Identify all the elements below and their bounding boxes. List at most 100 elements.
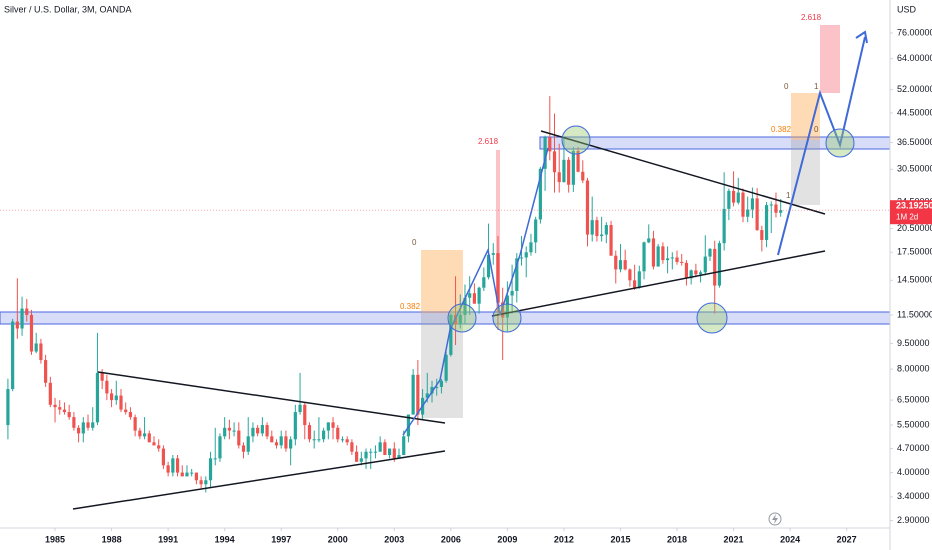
candle-body [208, 458, 213, 481]
candle-body [491, 253, 495, 255]
candle-body [515, 258, 519, 291]
candle-body [449, 314, 453, 355]
candle-body [11, 321, 15, 390]
arrow-head [855, 30, 868, 44]
x-tick-label: 2003 [384, 534, 404, 544]
candle-body [34, 343, 38, 352]
y-tick-label: 64.00000 [897, 53, 932, 63]
candle-body [171, 458, 175, 473]
fib-box [421, 250, 463, 313]
candle-body [764, 205, 769, 240]
candle-body [387, 448, 392, 456]
candle-body [265, 425, 269, 437]
candle-body [355, 451, 359, 462]
x-tick-label: 2012 [554, 534, 574, 544]
candle-body [717, 243, 722, 286]
y-tick-label: 4.70000 [897, 443, 930, 453]
candle-body [6, 389, 10, 426]
candle-body [595, 220, 599, 237]
candle-body [190, 472, 194, 474]
candle-body [576, 150, 580, 172]
x-tick-label: 2021 [724, 534, 744, 544]
candle-body [430, 386, 434, 394]
candle-body [482, 277, 486, 288]
candle-body [642, 242, 646, 272]
candle-body [241, 445, 246, 452]
candle-body [95, 372, 100, 423]
fib-label: 1 [814, 82, 819, 91]
candle-body [543, 137, 547, 169]
candle-body [769, 204, 773, 206]
candle-body [779, 210, 783, 213]
lightning-glyph [772, 514, 778, 524]
candle-body [359, 458, 363, 462]
fib-label: 2.618 [478, 137, 499, 146]
candle-body [81, 422, 85, 434]
candle-body [312, 439, 316, 441]
candle-body [661, 246, 665, 261]
candle-body [298, 404, 302, 413]
candle-body [218, 436, 222, 459]
candle-body [152, 442, 156, 446]
candle-body [345, 439, 349, 443]
candle-body [486, 254, 491, 278]
candle-body [665, 258, 670, 261]
y-tick-label: 2.90000 [897, 515, 930, 525]
last-price: 23.19250 [896, 201, 932, 211]
candle-body [340, 439, 345, 441]
candle-body [581, 171, 585, 181]
candle-body [336, 427, 340, 440]
candle-body [609, 225, 613, 256]
candle-body [199, 480, 203, 485]
candle-body [48, 382, 52, 405]
y-tick-label: 8.00000 [897, 363, 930, 373]
y-tick-label: 9.50000 [897, 338, 930, 348]
chart-title: Silver / U.S. Dollar, 3M, OANDA [4, 4, 132, 14]
candle-body [590, 220, 594, 235]
candle-body [731, 190, 736, 203]
candle-body [524, 252, 528, 258]
x-tick-label: 2018 [667, 534, 687, 544]
candle-body [510, 290, 514, 296]
candle-body [741, 192, 745, 217]
highlight-circle [492, 303, 522, 333]
fib-label: 0 [784, 82, 789, 91]
candle-body [623, 260, 627, 270]
candle-body [472, 293, 477, 304]
candle-body [213, 458, 217, 460]
y-tick-label: 76.00000 [897, 27, 932, 37]
candle-body [62, 409, 67, 413]
candle-body [91, 422, 95, 428]
candle-body [260, 425, 264, 434]
candle-body [439, 380, 444, 387]
candle-body [53, 404, 57, 408]
candle-body [713, 248, 717, 286]
candle-body [425, 393, 429, 398]
candle-body [72, 417, 76, 428]
x-tick-label: 2015 [610, 534, 630, 544]
candle-body [416, 374, 420, 415]
x-tick-label: 2024 [780, 534, 800, 544]
candle-body [166, 465, 170, 473]
x-tick-label: 1994 [215, 534, 235, 544]
candle-body [444, 354, 448, 381]
y-tick-label: 36.50000 [897, 137, 932, 147]
candle-body [293, 412, 297, 440]
candle-body [284, 436, 288, 449]
candle-body [289, 439, 293, 449]
candle-body [557, 172, 561, 183]
candle-body [477, 287, 481, 304]
candle-body [651, 238, 656, 267]
y-tick-label: 17.50000 [897, 247, 932, 257]
candle-body [727, 190, 731, 209]
y-tick-label: 14.50000 [897, 275, 932, 285]
candle-body [232, 430, 236, 432]
candle-body [364, 451, 368, 459]
candle-body [496, 253, 500, 303]
candle-body [628, 269, 632, 281]
candle-body [76, 427, 81, 434]
x-tick-label: 1988 [102, 534, 122, 544]
candle-body [750, 198, 755, 210]
